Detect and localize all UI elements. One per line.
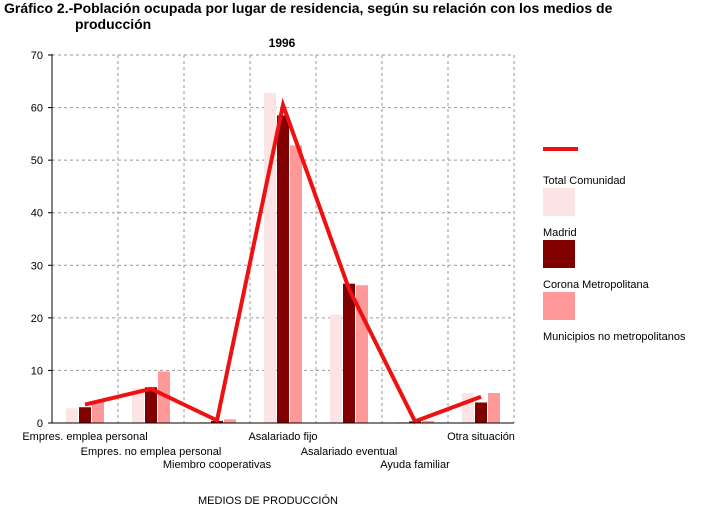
- x-axis-ticks: Empres. emplea personal Empres. no emplea…: [22, 431, 515, 471]
- legend-swatch-madrid: [543, 188, 575, 216]
- legend-label-corona-metropolitana: Corona Metropolitana: [543, 279, 650, 291]
- x-tick-label-5: Ayuda familiar: [380, 459, 450, 471]
- series-line-total-comunidad: [84, 97, 482, 424]
- bar-madrid-1: [132, 388, 144, 423]
- bar-municipios-no-metropolitanos-0: [92, 401, 104, 423]
- bar-corona-metropolitana-3: [277, 115, 289, 423]
- y-tick-label-30: 30: [31, 260, 43, 272]
- x-axis-label: MEDIOS DE PRODUCCIÓN: [198, 494, 338, 507]
- bar-madrid-5: [396, 421, 408, 423]
- chart-bars: [66, 92, 500, 423]
- bar-municipios-no-metropolitanos-5: [422, 420, 434, 423]
- bar-madrid-4: [330, 314, 342, 423]
- y-tick-label-70: 70: [31, 50, 43, 62]
- legend-swatch-corona-metropolitana: [543, 240, 575, 268]
- bar-municipios-no-metropolitanos-3: [290, 145, 302, 423]
- bar-corona-metropolitana-4: [343, 283, 355, 423]
- y-tick-label-20: 20: [31, 313, 43, 325]
- legend-label-madrid: Madrid: [543, 227, 577, 239]
- bar-municipios-no-metropolitanos-2: [224, 419, 236, 423]
- bar-madrid-0: [66, 408, 78, 423]
- bar-corona-metropolitana-6: [475, 402, 487, 423]
- bar-municipios-no-metropolitanos-6: [488, 393, 500, 423]
- y-tick-label-10: 10: [31, 365, 43, 377]
- bar-corona-metropolitana-0: [79, 407, 91, 423]
- chart-subtitle: 1996: [269, 36, 296, 50]
- y-tick-label-60: 60: [31, 103, 43, 115]
- chart-line-layer: [84, 97, 482, 424]
- bar-madrid-2: [198, 421, 210, 423]
- y-axis-ticks: 0 10 20 30 40 50 60 70: [31, 50, 52, 430]
- chart-legend: Total Comunidad Madrid Corona Metropolitan…: [543, 147, 686, 343]
- x-tick-label-6: Otra situación: [447, 431, 515, 443]
- x-tick-label-2: Miembro cooperativas: [163, 459, 272, 471]
- bar-madrid-6: [462, 393, 474, 423]
- legend-swatch-municipios-no-metropolitanos: [543, 292, 575, 320]
- x-tick-label-1: Empres. no emplea personal: [81, 446, 222, 458]
- y-tick-label-50: 50: [31, 155, 43, 167]
- chart-title-line-2: producción: [75, 16, 152, 32]
- x-tick-label-3: Asalariado fijo: [248, 431, 317, 443]
- bar-corona-metropolitana-1: [145, 387, 157, 423]
- y-tick-label-0: 0: [37, 418, 43, 430]
- x-tick-label-4: Asalariado eventual: [301, 446, 398, 458]
- chart-axes: [51, 54, 514, 424]
- legend-label-total-comunidad: Total Comunidad: [543, 175, 626, 187]
- y-tick-label-40: 40: [31, 208, 43, 220]
- chart-title-line-1: Gráfico 2.-Población ocupada por lugar d…: [4, 0, 613, 16]
- x-tick-label-0: Empres. emplea personal: [22, 431, 147, 443]
- legend-label-municipios-no-metropolitanos: Municipios no metropolitanos: [543, 331, 686, 343]
- chart-title: Gráfico 2.-Población ocupada por lugar d…: [4, 0, 684, 32]
